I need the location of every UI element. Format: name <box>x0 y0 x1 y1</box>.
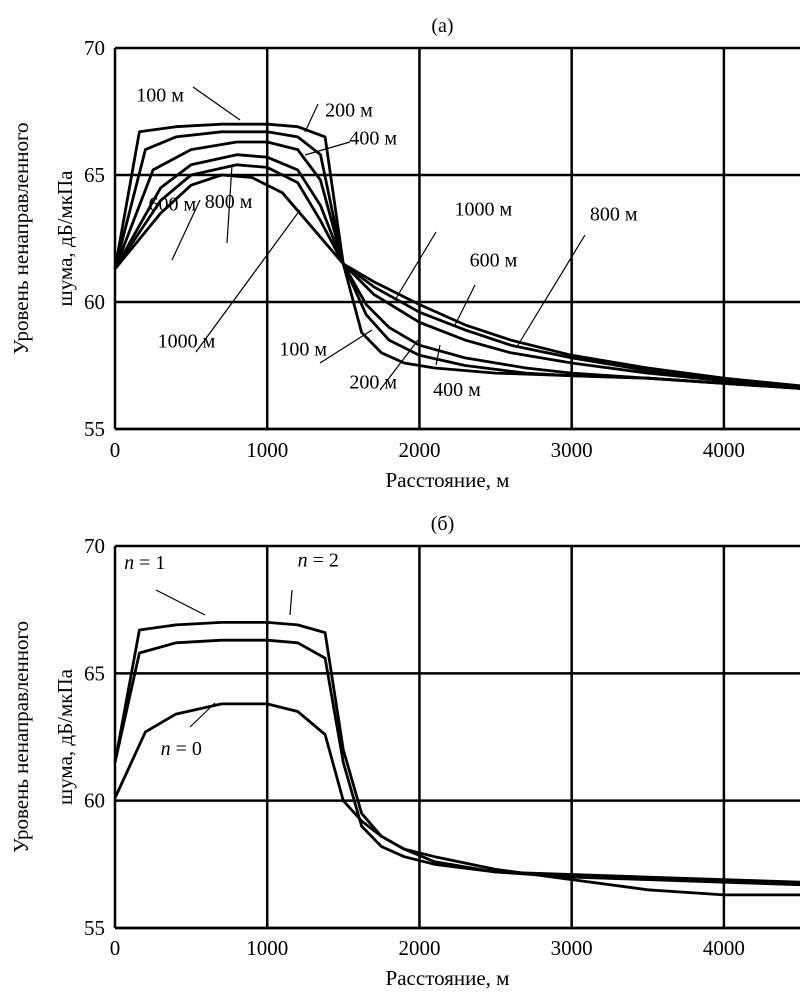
x-tick-label: 3000 <box>551 936 593 960</box>
annotation-label: 600 м <box>470 249 518 271</box>
y-tick-label: 55 <box>84 417 105 441</box>
x-tick-label: 2000 <box>398 936 440 960</box>
y-tick-label: 60 <box>84 290 105 314</box>
annotation-leader <box>289 589 293 616</box>
annotation-leader <box>394 231 437 301</box>
series-line-2 <box>113 140 800 390</box>
series-line-1 <box>113 638 800 887</box>
annotation-label: 1000 м <box>454 199 512 221</box>
annotation-label: 800 м <box>590 204 638 226</box>
annotation-label: 600 м <box>148 194 196 216</box>
x-axis-label: Расстояние, м <box>386 468 510 492</box>
x-tick-label: 1000 <box>246 438 288 462</box>
annotation-label: 200 м <box>349 371 397 393</box>
y-tick-label: 65 <box>84 163 105 187</box>
annotation-label: n = 1 <box>124 552 165 574</box>
chart-title: (а) <box>431 15 453 37</box>
series-line-2 <box>113 702 800 897</box>
x-tick-label: 4000 <box>703 936 745 960</box>
chart-title: (б) <box>431 513 455 535</box>
y-axis-label: Уровень ненаправленного <box>9 621 33 853</box>
annotation-leader <box>189 702 216 728</box>
y-tick-label: 60 <box>84 789 105 813</box>
series-line-0 <box>113 122 800 390</box>
series-line-3 <box>113 153 800 390</box>
series-line-4 <box>113 163 800 390</box>
annotation-leader <box>435 344 441 366</box>
annotation-leader <box>454 284 476 326</box>
annotation-leader <box>319 329 373 364</box>
y-axis-label: Уровень ненаправленного <box>9 122 33 354</box>
series-line-5 <box>113 173 800 388</box>
annotation-leader <box>155 589 206 616</box>
x-tick-label: 3000 <box>551 438 593 462</box>
y-tick-label: 65 <box>84 661 105 685</box>
annotation-leader <box>517 234 586 346</box>
annotation-label: 400 м <box>433 379 481 401</box>
annotation-leader <box>304 103 319 133</box>
y-tick-label: 55 <box>84 916 105 940</box>
x-tick-label: 1000 <box>246 936 288 960</box>
x-tick-label: 0 <box>110 936 121 960</box>
chart-panel-a: (а) 0 1000 2000 3000 4000 55 60 65 70 Расстояние, … <box>9 15 800 492</box>
y-tick-label: 70 <box>84 36 105 60</box>
series-line-0 <box>113 621 800 884</box>
x-tick-label: 4000 <box>703 438 745 462</box>
annotation-leader <box>226 164 233 244</box>
series-line-1 <box>113 130 800 390</box>
x-tick-label: 0 <box>110 438 121 462</box>
y-axis-label: шума, дБ/мкПа <box>53 170 77 307</box>
annotation-label: 100 м <box>136 84 184 106</box>
annotation-label: 100 м <box>279 338 327 360</box>
annotation-label: 800 м <box>205 191 253 213</box>
x-axis-label: Расстояние, м <box>386 966 510 990</box>
annotation-leader <box>171 199 201 261</box>
x-tick-label: 2000 <box>398 438 440 462</box>
annotation-leader <box>379 339 419 391</box>
annotation-label: n = 0 <box>161 738 202 760</box>
annotation-label: 1000 м <box>158 331 216 353</box>
annotation-leader <box>192 86 241 121</box>
y-tick-label: 70 <box>84 534 105 558</box>
annotation-leader <box>304 141 351 156</box>
y-axis-label: шума, дБ/мкПа <box>53 668 77 805</box>
annotation-leader <box>195 209 301 353</box>
annotation-label: 400 м <box>349 128 397 150</box>
annotation-label: n = 2 <box>298 549 339 571</box>
chart-panel-b: (б) 0 1000 2000 3000 4000 55 60 65 70 Расстояние, … <box>9 513 800 990</box>
annotation-label: 200 м <box>325 100 373 122</box>
